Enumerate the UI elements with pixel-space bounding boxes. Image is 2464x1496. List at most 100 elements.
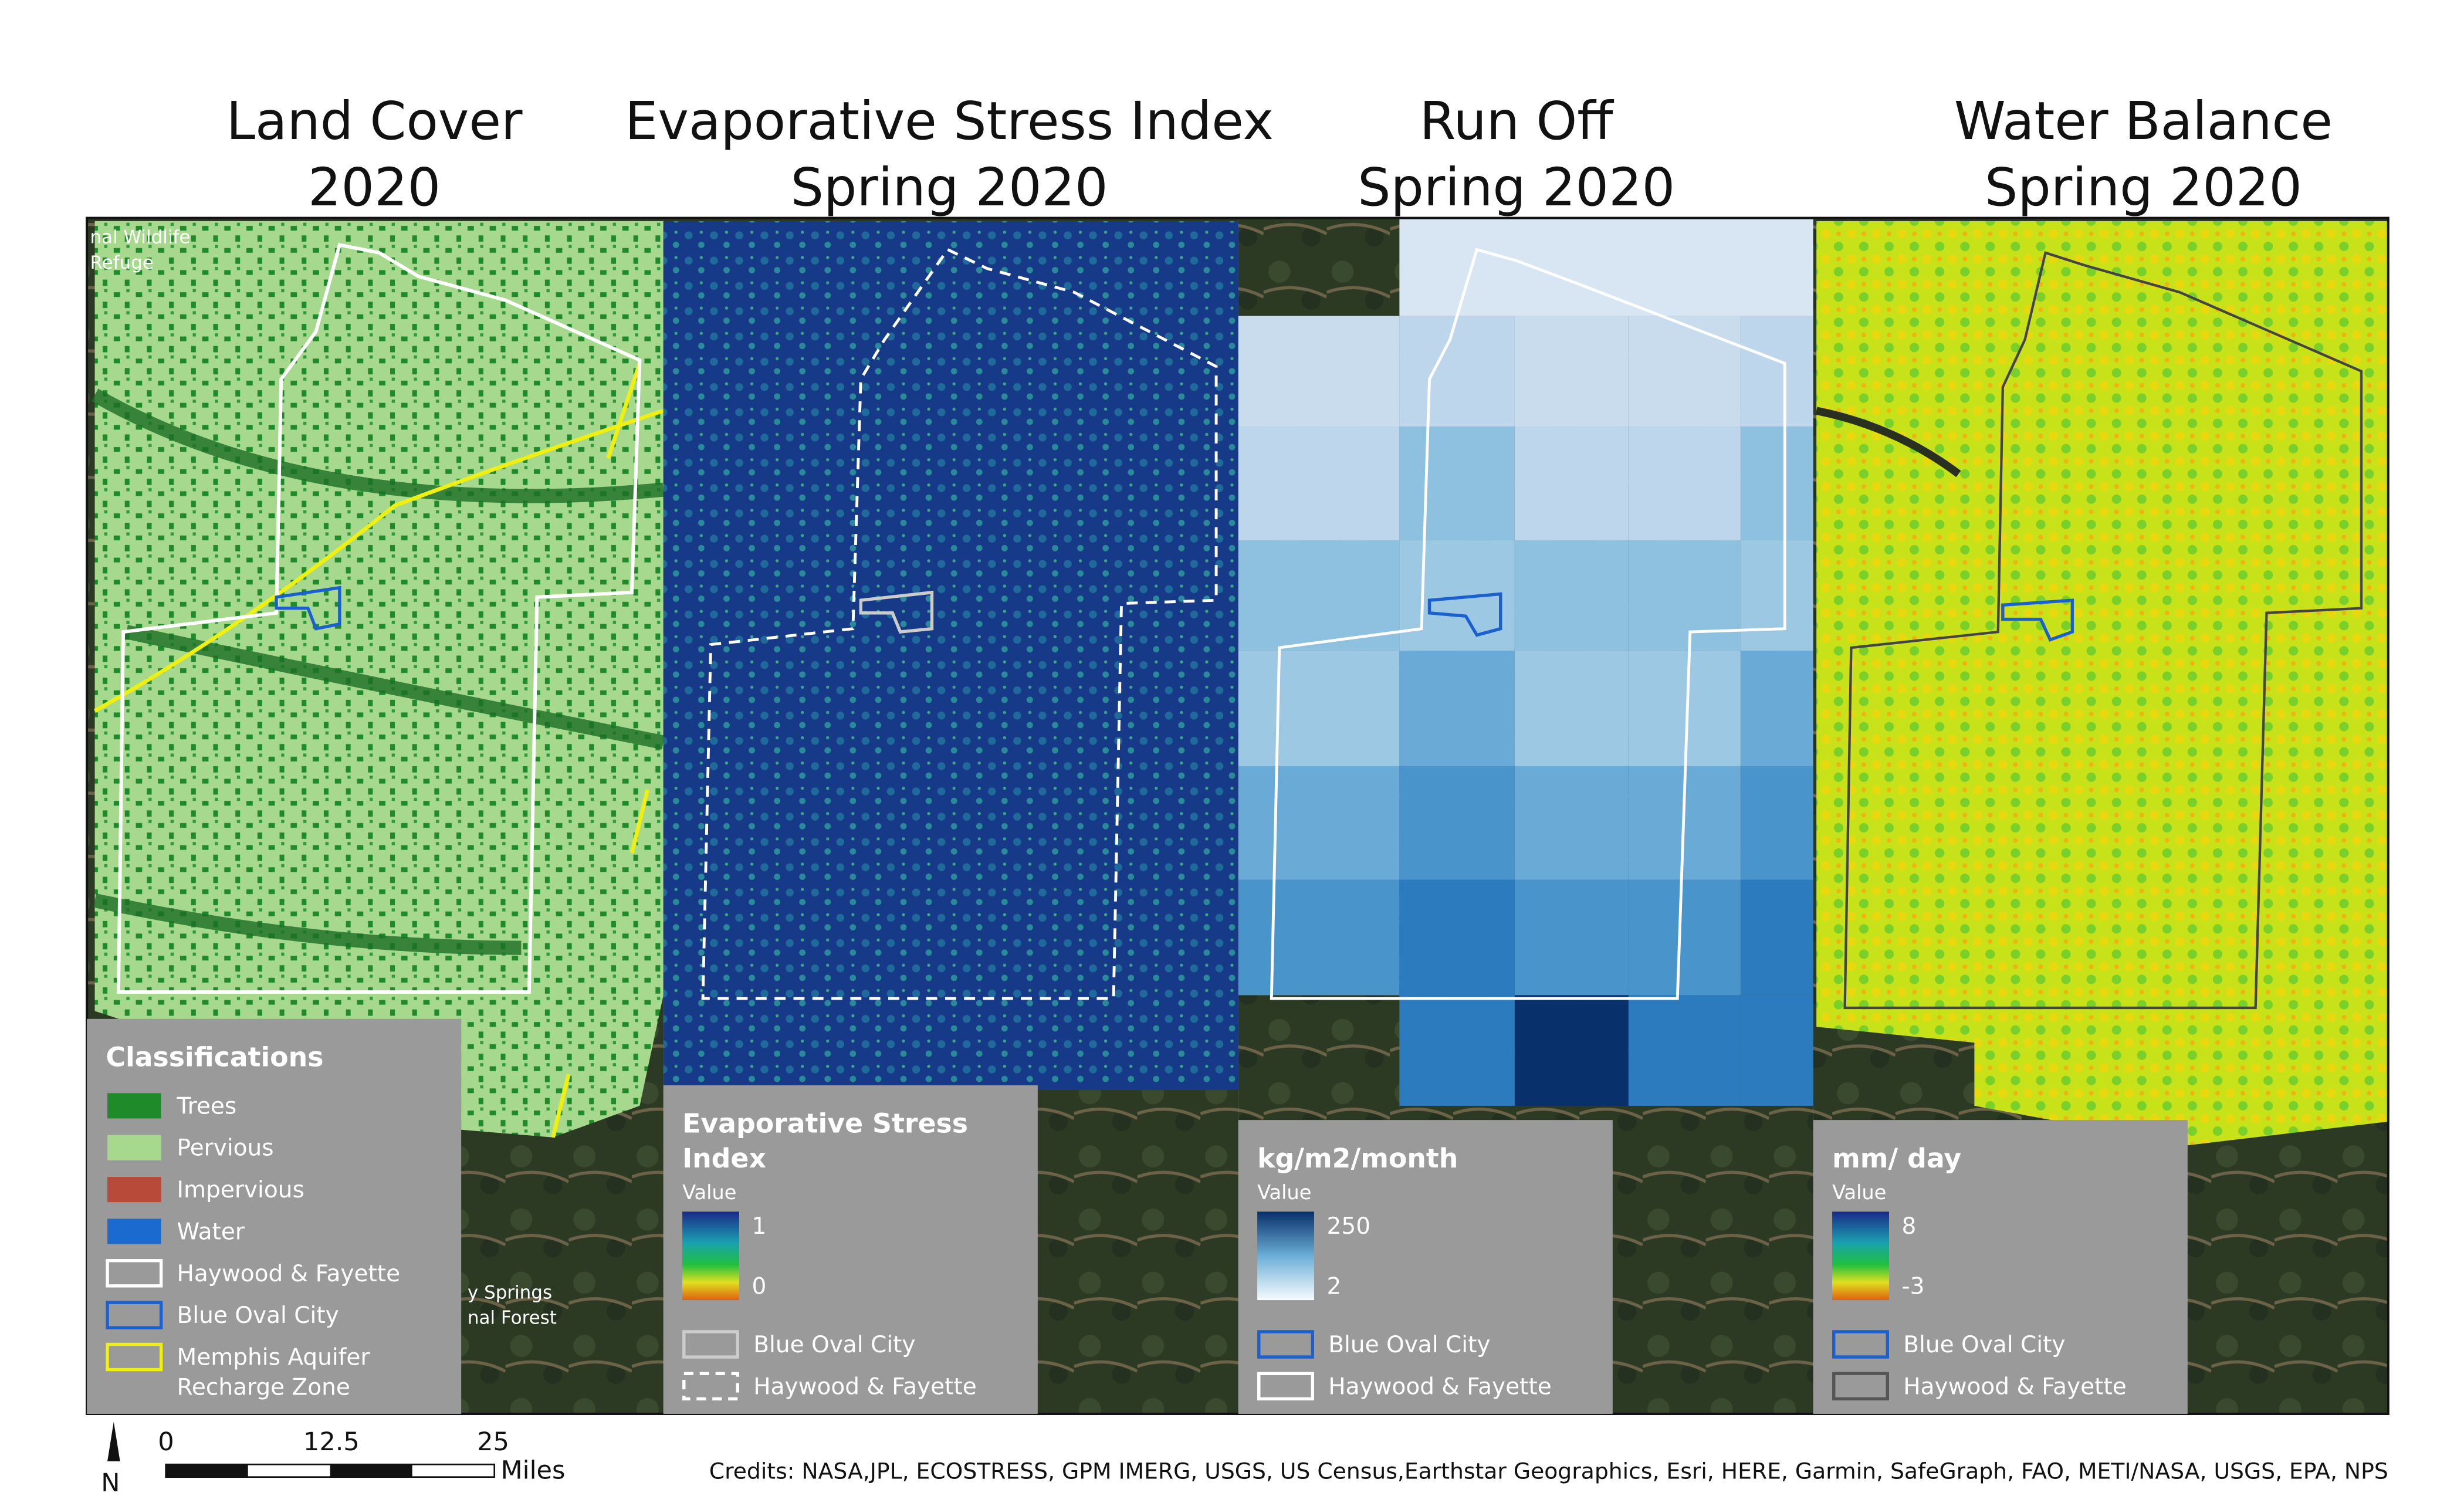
- runoff-cell: [1238, 316, 1400, 427]
- runoff-grid: [1238, 218, 1813, 1106]
- legend-subtitle: Value: [1257, 1181, 1311, 1204]
- runoff-cell: [1399, 651, 1515, 766]
- panel-title: Evaporative Stress Index: [625, 91, 1274, 151]
- ramp-label: 2: [1327, 1273, 1342, 1299]
- legend-label: Blue Oval City: [1328, 1332, 1490, 1358]
- panel-title: Spring 2020: [791, 157, 1108, 218]
- runoff-cell: [1399, 316, 1515, 427]
- runoff-cell: [1628, 427, 1741, 540]
- county-boundary: [701, 248, 1218, 1000]
- runoff-cell: [1628, 995, 1741, 1106]
- scale-seg: [330, 1464, 412, 1477]
- panel-title: Spring 2020: [1985, 157, 2302, 218]
- legend-symbol: [107, 1093, 161, 1119]
- panel-title: Run Off: [1420, 91, 1615, 151]
- ramp-label: 250: [1327, 1213, 1370, 1240]
- county-boundary: [1843, 251, 2363, 1010]
- runoff-cell: [1399, 879, 1515, 996]
- legend-symbol: [1832, 1330, 1890, 1359]
- county-boundary: [1270, 248, 1786, 1000]
- map-label: nal Wildlife: [90, 227, 190, 248]
- legend-box: [87, 1018, 462, 1414]
- panel-title: Spring 2020: [1358, 157, 1675, 218]
- forest-bands: [91, 388, 665, 955]
- panel-title: Water Balance: [1954, 91, 2333, 151]
- runoff-cell: [1514, 316, 1629, 427]
- legend-symbol: [106, 1301, 163, 1329]
- runoff-cell: [1514, 540, 1629, 651]
- color-ramp: [1257, 1211, 1314, 1301]
- legend-subtitle: Value: [682, 1181, 736, 1204]
- runoff-cell: [1399, 427, 1515, 540]
- water-balance-area: [1816, 221, 2388, 1146]
- ramp-label: -3: [1902, 1273, 1925, 1299]
- runoff-cell: [1238, 427, 1400, 540]
- credits: Credits: NASA,JPL, ECOSTRESS, GPM IMERG,…: [709, 1458, 2388, 1484]
- legend-symbol: [682, 1330, 740, 1359]
- legend-label: Blue Oval City: [1903, 1332, 2065, 1358]
- panel-title: 2020: [308, 157, 441, 218]
- county-boundary: [116, 242, 642, 994]
- legend-label: Haywood & Fayette: [753, 1373, 977, 1400]
- runoff-cell: [1238, 879, 1400, 996]
- city-boundary: [859, 590, 934, 634]
- legend-symbol: [1832, 1372, 1890, 1401]
- runoff-cell: [1628, 879, 1741, 996]
- runoff-cell: [1514, 766, 1629, 880]
- city-boundary: [1427, 592, 1502, 637]
- scale-tick: 12.5: [303, 1427, 360, 1457]
- esi-area: [663, 221, 1238, 1146]
- legend-label: Haywood & Fayette: [1328, 1373, 1552, 1400]
- ramp-label: 0: [752, 1273, 767, 1299]
- legend-label: Blue Oval City: [177, 1302, 339, 1329]
- legend-title: mm/ day: [1832, 1143, 1961, 1174]
- runoff-cell: [1740, 879, 1813, 996]
- runoff-cell: [1399, 218, 1813, 316]
- legend-symbol: [1257, 1330, 1315, 1359]
- runoff-cell: [1238, 651, 1400, 766]
- scale-tick: 25: [477, 1427, 509, 1457]
- color-ramp: [682, 1211, 739, 1301]
- legend-symbol: [107, 1219, 161, 1244]
- runoff-cell: [1740, 766, 1813, 880]
- runoff-cell: [1740, 316, 1813, 427]
- legend-symbol: [106, 1259, 163, 1288]
- runoff-cell: [1628, 651, 1741, 766]
- runoff-cell: [1514, 427, 1629, 540]
- scale-seg: [165, 1464, 248, 1477]
- aquifer-zone: [93, 363, 664, 1138]
- scale-unit: Miles: [500, 1456, 565, 1485]
- legend-subtitle: Value: [1832, 1181, 1886, 1204]
- runoff-cell: [1399, 766, 1515, 880]
- legend-symbol: [107, 1135, 161, 1160]
- runoff-cell: [1238, 766, 1400, 880]
- legend-symbol: [107, 1177, 161, 1203]
- legend-label: Impervious: [177, 1177, 304, 1203]
- legend-title: Classifications: [106, 1042, 323, 1073]
- map-label: Refuge: [90, 252, 153, 273]
- legend-symbol: [682, 1372, 740, 1401]
- legend-label: Haywood & Fayette: [1903, 1373, 2127, 1400]
- runoff-cell: [1238, 540, 1400, 651]
- runoff-cell: [1628, 316, 1741, 427]
- river: [1815, 407, 1961, 478]
- legend-label: Trees: [177, 1093, 237, 1119]
- runoff-cell: [1740, 427, 1813, 540]
- scale-bar: N 0 12.5 25 Miles: [101, 1421, 566, 1496]
- map-label: nal Forest: [468, 1307, 557, 1328]
- legend-label: Haywood & Fayette: [177, 1261, 401, 1287]
- runoff-cell: [1399, 995, 1515, 1106]
- scale-tick: 0: [158, 1427, 174, 1457]
- legend-title: Evaporative Stress: [682, 1108, 968, 1139]
- legend-label: Blue Oval City: [753, 1332, 915, 1358]
- legend-symbol: [1257, 1372, 1315, 1401]
- runoff-cell: [1628, 540, 1741, 651]
- legend-symbol: [106, 1342, 163, 1372]
- map-label: y Springs: [468, 1282, 552, 1303]
- city-boundary: [2001, 598, 2074, 642]
- legend-label: Pervious: [177, 1135, 274, 1162]
- runoff-cell: [1514, 651, 1629, 766]
- panel-title: Land Cover: [226, 91, 523, 151]
- city-boundary: [275, 585, 341, 631]
